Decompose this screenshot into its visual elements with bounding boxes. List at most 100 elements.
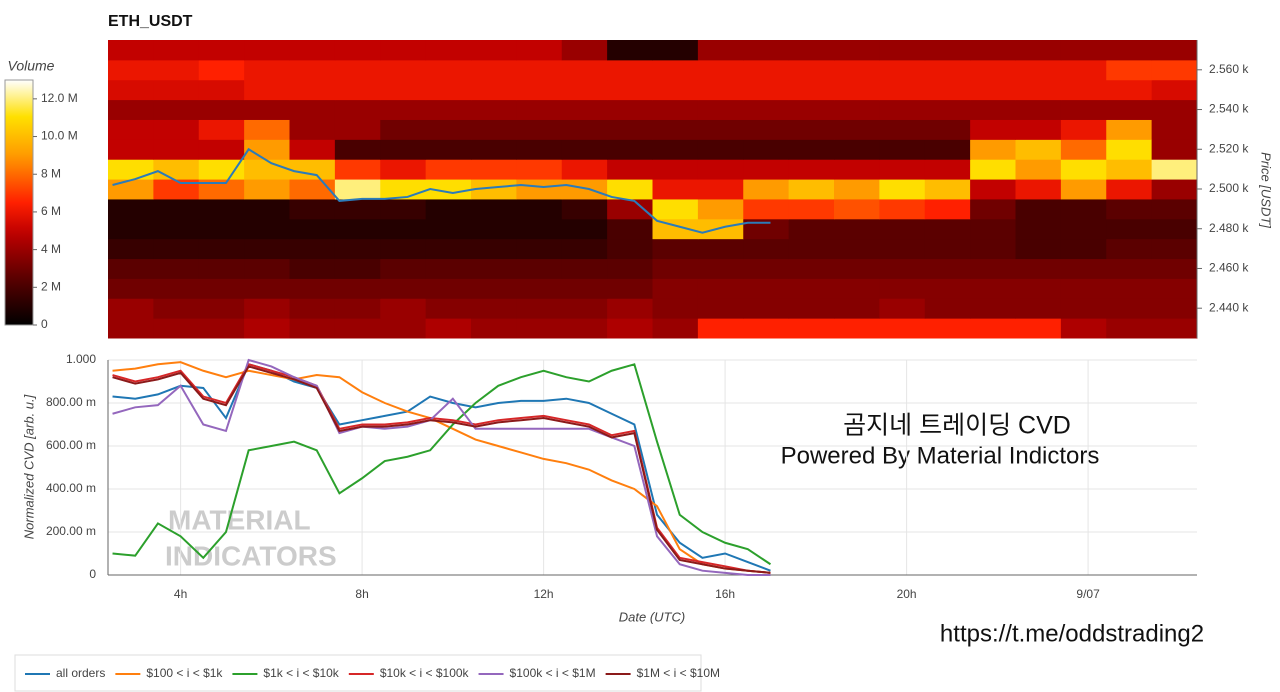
heatmap-cell xyxy=(244,99,290,120)
heatmap-cell xyxy=(743,218,790,240)
heatmap-cell xyxy=(924,179,971,200)
heatmap-cell xyxy=(970,119,1016,140)
heatmap-cell xyxy=(516,318,563,339)
heatmap-cell xyxy=(834,79,880,101)
heatmap-cell xyxy=(334,40,381,61)
heatmap-cell xyxy=(697,99,744,120)
heatmap-cell xyxy=(607,179,653,200)
heatmap-cell xyxy=(471,119,517,140)
heatmap-cell xyxy=(743,59,790,81)
heatmap-cell xyxy=(198,79,245,101)
series-line xyxy=(112,363,772,566)
heatmap-cell xyxy=(1060,238,1107,260)
heatmap-cell xyxy=(198,298,245,319)
heatmap-cell xyxy=(334,139,381,160)
annotation: Powered By Material Indictors xyxy=(781,442,1100,469)
heatmap-cell xyxy=(697,159,744,180)
heatmap-cell xyxy=(652,318,699,339)
heatmap-cell xyxy=(970,99,1016,120)
heatmap-cell xyxy=(697,59,744,81)
heatmap-cell xyxy=(108,298,154,319)
y-tick-label: 2.480 k xyxy=(1209,221,1249,235)
heatmap-cell xyxy=(244,159,290,180)
heatmap-cell xyxy=(1060,298,1107,319)
heatmap-cell xyxy=(788,40,835,61)
heatmap-cell xyxy=(516,40,563,61)
heatmap-cell xyxy=(924,198,971,220)
heatmap-cell xyxy=(924,238,971,260)
heatmap-cell xyxy=(1060,139,1107,160)
heatmap-cell xyxy=(788,198,835,220)
heatmap-cell xyxy=(1015,278,1062,299)
heatmap-cell xyxy=(1106,79,1153,101)
heatmap-cell xyxy=(198,318,245,339)
heatmap-cell xyxy=(1060,79,1107,101)
x-tick-label: 16h xyxy=(715,587,735,601)
heatmap-cell xyxy=(652,238,699,260)
heatmap-cell xyxy=(1106,40,1153,61)
heatmap-cell xyxy=(1151,99,1198,120)
heatmap-cell xyxy=(561,79,608,101)
heatmap-cell xyxy=(108,218,154,240)
heatmap-cell xyxy=(244,278,290,299)
heatmap-cell xyxy=(516,238,563,260)
heatmap-cell xyxy=(924,119,971,140)
colorbar-tick-label: 0 xyxy=(41,317,48,331)
heatmap-cell xyxy=(1151,218,1198,240)
heatmap-cell xyxy=(425,198,472,220)
heatmap-cell xyxy=(1106,298,1153,319)
heatmap-cell xyxy=(289,318,336,339)
heatmap-cell xyxy=(289,119,336,140)
heatmap-cell xyxy=(153,79,200,101)
heatmap-cell xyxy=(607,298,653,319)
heatmap-cell xyxy=(1151,59,1198,81)
heatmap-cell xyxy=(607,79,653,101)
heatmap-cell xyxy=(108,119,154,140)
x-tick-label: 9/07 xyxy=(1076,587,1100,601)
heatmap-cell xyxy=(244,218,290,240)
heatmap-cell xyxy=(1151,119,1198,140)
heatmap-cell xyxy=(1060,159,1107,180)
heatmap-cell xyxy=(970,159,1016,180)
heatmap-cell xyxy=(153,198,200,220)
heatmap-cell xyxy=(834,298,880,319)
heatmap-cell xyxy=(652,179,699,200)
heatmap-cell xyxy=(561,298,608,319)
heatmap-cell xyxy=(289,99,336,120)
heatmap-cell xyxy=(1151,258,1198,279)
heatmap-cell xyxy=(471,318,517,339)
heatmap-cell xyxy=(697,179,744,200)
heatmap-cell xyxy=(834,278,880,299)
heatmap-cell xyxy=(244,40,290,61)
heatmap-cell xyxy=(289,139,336,160)
heatmap-cell xyxy=(516,79,563,101)
heatmap-cell xyxy=(198,179,245,200)
heatmap-cell xyxy=(879,99,926,120)
heatmap-cell xyxy=(1106,258,1153,279)
heatmap-cell xyxy=(834,198,880,220)
heatmap-cell xyxy=(788,218,835,240)
heatmap-cell xyxy=(697,198,744,220)
heatmap-cell xyxy=(334,179,381,200)
heatmap-cell xyxy=(743,238,790,260)
heatmap-cell xyxy=(471,40,517,61)
heatmap-cell xyxy=(1151,238,1198,260)
heatmap-cell xyxy=(198,278,245,299)
heatmap-cell xyxy=(108,159,154,180)
heatmap-cell xyxy=(289,278,336,299)
heatmap-cell xyxy=(334,119,381,140)
heatmap-cell xyxy=(652,79,699,101)
heatmap-cell xyxy=(561,258,608,279)
heatmap-cell xyxy=(334,159,381,180)
y-tick-label: 2.440 k xyxy=(1209,300,1249,314)
annotation: https://t.me/oddstrading2 xyxy=(940,620,1204,647)
series-line xyxy=(112,363,771,572)
heatmap-cell xyxy=(471,159,517,180)
heatmap-cell xyxy=(924,79,971,101)
heatmap-cell xyxy=(743,159,790,180)
heatmap-cell xyxy=(516,139,563,160)
heatmap-cell xyxy=(1015,258,1062,279)
heatmap-cell xyxy=(516,159,563,180)
heatmap-cell xyxy=(788,258,835,279)
heatmap-cell xyxy=(334,278,381,299)
